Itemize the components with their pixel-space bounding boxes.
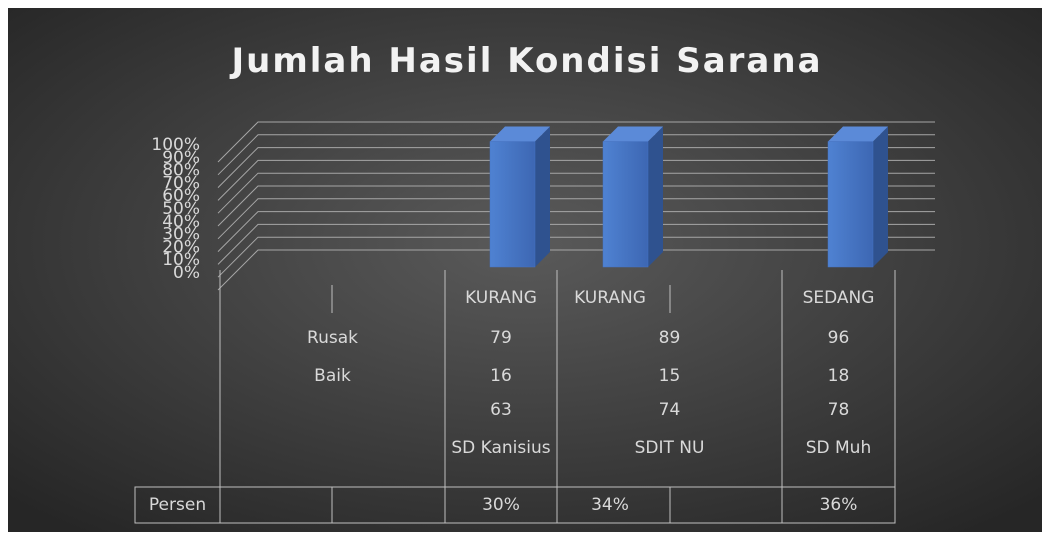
table-value: 89 bbox=[658, 328, 681, 348]
bar-top bbox=[828, 126, 888, 142]
persen-label: 30% bbox=[482, 495, 520, 515]
table-value: 15 bbox=[658, 366, 681, 386]
grid-line bbox=[217, 147, 935, 188]
grid-line bbox=[217, 134, 935, 176]
y-tick-label: 40% bbox=[162, 212, 200, 232]
bar bbox=[489, 141, 536, 268]
grid-line bbox=[217, 211, 935, 252]
category-label: SD Muh bbox=[805, 438, 872, 458]
persen-label: 36% bbox=[819, 495, 858, 515]
bar-side bbox=[648, 126, 663, 267]
table-value: 79 bbox=[490, 328, 512, 348]
row-header: Rusak bbox=[307, 328, 358, 348]
y-tick-label: 80% bbox=[162, 161, 200, 181]
grid-line bbox=[217, 185, 935, 227]
bar-top bbox=[490, 126, 550, 142]
y-tick-label: 50% bbox=[162, 199, 200, 219]
table-value: 63 bbox=[490, 400, 512, 420]
category-label: SD Kanisius bbox=[451, 438, 551, 458]
y-tick-label: 30% bbox=[162, 225, 200, 245]
row-header: Persen bbox=[148, 495, 207, 515]
table-value: 78 bbox=[827, 400, 850, 420]
y-tick-label: 20% bbox=[162, 237, 200, 257]
table-value: 18 bbox=[827, 366, 850, 386]
bar-side bbox=[535, 126, 550, 267]
table-value: 74 bbox=[658, 400, 681, 420]
y-tick-label: 100% bbox=[151, 135, 200, 155]
grid-line bbox=[217, 198, 935, 240]
status-label: SEDANG bbox=[802, 288, 875, 308]
y-tick-label: 60% bbox=[162, 186, 200, 206]
grid-line bbox=[217, 172, 935, 214]
y-tick-label: 10% bbox=[162, 250, 200, 270]
bar-top bbox=[603, 126, 663, 142]
grid-line bbox=[217, 223, 935, 265]
grid-line bbox=[217, 121, 935, 163]
table-value: 16 bbox=[490, 366, 512, 386]
grid-line bbox=[217, 236, 935, 278]
bar bbox=[602, 141, 649, 268]
grid-line bbox=[217, 159, 935, 201]
data-table-lines bbox=[134, 270, 896, 524]
chart-background bbox=[8, 8, 1042, 532]
bar-side bbox=[873, 126, 888, 267]
chart-title: Jumlah Hasil Kondisi Sarana bbox=[229, 41, 822, 81]
bar bbox=[827, 141, 874, 268]
y-tick-label: 70% bbox=[162, 173, 200, 193]
y-tick-label: 90% bbox=[162, 148, 200, 168]
y-tick-label: 0% bbox=[173, 263, 200, 283]
category-label: SDIT NU bbox=[634, 438, 705, 458]
row-header: Baik bbox=[314, 366, 351, 386]
persen-label: 34% bbox=[591, 495, 629, 515]
table-value: 96 bbox=[827, 328, 850, 348]
status-label: KURANG bbox=[465, 288, 537, 308]
grid-line bbox=[217, 249, 935, 291]
status-label: KURANG bbox=[574, 288, 646, 308]
